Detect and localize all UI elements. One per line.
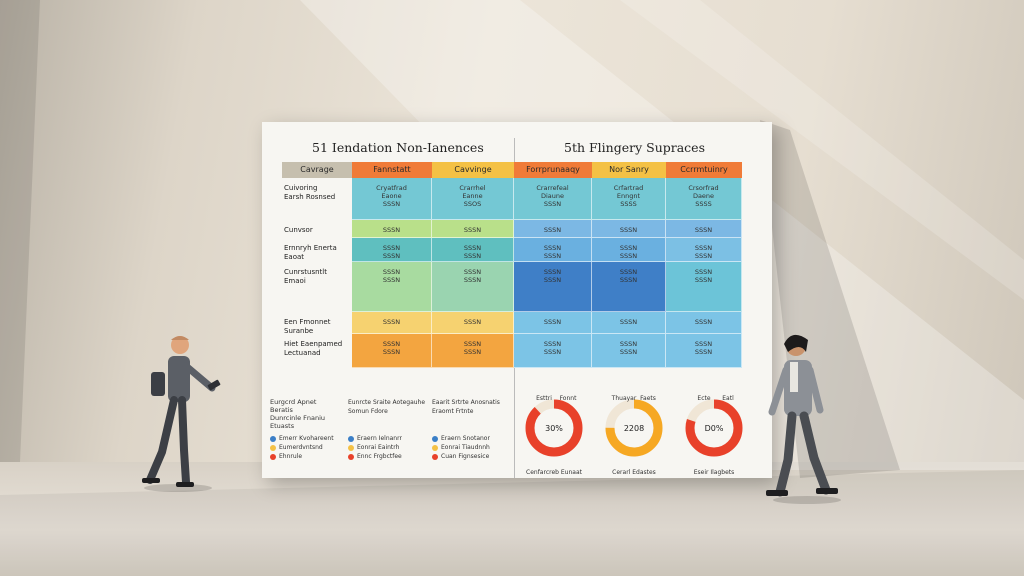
table-cell: SSSN SSSN <box>666 334 742 368</box>
legend-item: Ehnrule <box>270 452 344 461</box>
person-left <box>142 336 221 492</box>
row-label: Cuivoring Earsh Rosnsed <box>284 184 336 201</box>
header-cell: Fannstatt <box>352 162 432 178</box>
donut-arc <box>685 399 743 457</box>
table-cell: SSSN SSSN <box>352 262 432 312</box>
legend-dot-icon <box>432 444 438 451</box>
table-cell: SSSN <box>666 312 742 334</box>
table-cell: Crsorfrad Daene SSSS <box>666 178 742 220</box>
header-cell: Ccrrmtuinry <box>666 162 742 178</box>
row-label: Ernnryh Enerta Eaoat <box>284 244 337 261</box>
left-legend: Eurgcrd Apnet Beratis Dunrcinle Fnaniu E… <box>270 398 344 461</box>
header-cell: Cavrage <box>282 162 352 178</box>
person-right <box>766 334 841 504</box>
table-cell: SSSN SSSN <box>592 238 666 262</box>
legend-dot-icon <box>432 435 438 442</box>
header-cell: Cavvinge <box>432 162 514 178</box>
right-board-title: 5th Flingery Supraces <box>564 140 705 155</box>
donut-chart: 2208 Thuayar Faets Cerarl Edastes <box>605 395 663 476</box>
legend-dot-icon <box>432 453 438 460</box>
donut-label-b: Fonnt <box>560 395 578 402</box>
legend-item: Ennc Frgbctfee <box>348 452 428 461</box>
donut-label-a: Thuayar <box>611 395 637 402</box>
data-board: 51 Iendation Non-Ianences 5th Flingery S… <box>262 122 772 478</box>
floor <box>0 462 1024 576</box>
table-cell: SSSN SSSN <box>666 238 742 262</box>
legend-item: Eonrai Tiaudnnh <box>432 443 512 452</box>
legend-item: Eumerdvntsnd <box>270 443 344 452</box>
mid-legend-a: Eraern Ielnanrr Eonrai Eaintrh Ennc Frgbct… <box>348 434 428 461</box>
table-cell: Cryatfrad Eaone SSSN <box>352 178 432 220</box>
legend-dot-icon <box>270 435 276 442</box>
legend-item: Eraern Snotanor <box>432 434 512 443</box>
table-cell: SSSN <box>666 220 742 238</box>
left-legend-items: Emerr Kvohareent Eumerdvntsnd Ehnrule <box>270 434 344 461</box>
donut-center-label: 2208 <box>624 424 644 433</box>
row-label: Cunvsor <box>284 226 313 234</box>
table-cell: SSSN SSSN <box>352 238 432 262</box>
bottom-note-1: Eunrcte Sraite Aotegauhe Somun Fdore <box>348 399 426 415</box>
legend-dot-icon <box>348 435 354 442</box>
table-cell: SSSN <box>432 220 514 238</box>
table-cell: SSSN <box>514 220 592 238</box>
table-cell: SSSN SSSN <box>432 238 514 262</box>
table-cell: SSSN <box>514 312 592 334</box>
table-cell: SSSN <box>432 312 514 334</box>
row-label: Een Fmonnet Suranbe <box>284 318 331 335</box>
table-cell: Crfartrad Enngnt SSSS <box>592 178 666 220</box>
donut-label-b: Faets <box>640 395 656 402</box>
donut-center-label: 30% <box>545 424 563 433</box>
donut-caption: Cerarl Edastes <box>612 469 656 476</box>
donut-arc <box>605 399 663 457</box>
donut-caption: Cenfarcreb Eunaat <box>526 469 583 476</box>
table-cell: SSSN <box>592 220 666 238</box>
row-label: Cunrstusntlt Emaoi <box>284 268 327 285</box>
legend-dot-icon <box>348 453 354 460</box>
table-cell: SSSN SSSN <box>592 262 666 312</box>
mid-legend-b: Eraern Snotanor Eonrai Tiaudnnh Cuan Figns… <box>432 434 512 461</box>
header-cell: Nor Sanry <box>592 162 666 178</box>
donut-chart: D0% Ecte Eatl Eseir Ilagbets <box>685 395 743 476</box>
table-cell: SSSN SSSN <box>432 262 514 312</box>
legend-dot-icon <box>348 444 354 451</box>
table-cell: SSSN <box>592 312 666 334</box>
donut-chart: 30% Esttri Fonnt Cenfarcreb Eunaat <box>525 395 583 476</box>
left-board-title: 51 Iendation Non-Ianences <box>312 140 484 155</box>
table-cell: SSSN SSSN <box>352 334 432 368</box>
legend-dot-icon <box>270 444 276 451</box>
donut-center-label: D0% <box>705 424 724 433</box>
donut-arc <box>525 399 583 457</box>
table-cell: SSSN <box>352 312 432 334</box>
table-cell: Crarrefeal Diaune SSSN <box>514 178 592 220</box>
row-label: Hiet Eaenpamed Lectuanad <box>284 340 343 357</box>
table-cell: SSSN SSSN <box>514 334 592 368</box>
table-cell: Crarrhel Eanne SSOS <box>432 178 514 220</box>
donut-charts: 30% Esttri Fonnt Cenfarcreb Eunaat 2208 Thuay… <box>525 395 743 476</box>
table-cell: SSSN <box>352 220 432 238</box>
table-cell: SSSN SSSN <box>514 262 592 312</box>
legend-item: Emerr Kvohareent <box>270 434 344 443</box>
bottom-note-2: Eaarit Srtrte Anosnatis Eraomt Frtnte <box>432 399 500 415</box>
header-cell: Forrprunaaqy <box>514 162 592 178</box>
legend-item: Eonrai Eaintrh <box>348 443 428 452</box>
donut-caption: Eseir Ilagbets <box>694 469 735 476</box>
donut-label-b: Eatl <box>722 395 734 402</box>
table-cell: SSSN SSSN <box>666 262 742 312</box>
table-cell: SSSN SSSN <box>514 238 592 262</box>
legend-dot-icon <box>270 453 276 460</box>
table-cell: SSSN SSSN <box>592 334 666 368</box>
donut-label-a: Esttri <box>536 395 552 402</box>
legend-row-label-block: Eurgcrd Apnet Beratis Dunrcinle Fnaniu E… <box>270 398 326 430</box>
legend-item: Cuan Fignsesice <box>432 452 512 461</box>
donut-label-a: Ecte <box>697 395 710 402</box>
legend-item: Eraern Ielnanrr <box>348 434 428 443</box>
table-cell: SSSN SSSN <box>432 334 514 368</box>
